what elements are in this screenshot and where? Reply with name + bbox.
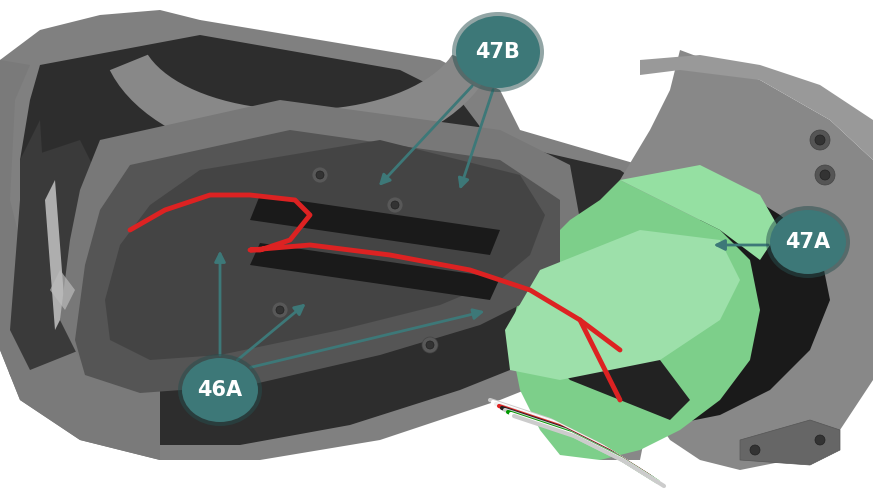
Polygon shape bbox=[0, 20, 720, 460]
Circle shape bbox=[276, 306, 284, 314]
Circle shape bbox=[422, 337, 438, 353]
Polygon shape bbox=[75, 130, 560, 393]
Circle shape bbox=[312, 167, 328, 183]
Polygon shape bbox=[630, 180, 830, 425]
Polygon shape bbox=[505, 230, 740, 380]
Polygon shape bbox=[0, 10, 220, 140]
Polygon shape bbox=[600, 50, 873, 470]
Polygon shape bbox=[10, 140, 100, 370]
Ellipse shape bbox=[178, 354, 262, 426]
Polygon shape bbox=[250, 243, 500, 300]
Circle shape bbox=[815, 165, 835, 185]
Text: 47B: 47B bbox=[476, 42, 520, 62]
Polygon shape bbox=[510, 180, 760, 460]
Circle shape bbox=[272, 302, 288, 318]
Text: 47A: 47A bbox=[786, 232, 830, 252]
Circle shape bbox=[815, 135, 825, 145]
Polygon shape bbox=[45, 180, 65, 330]
Polygon shape bbox=[740, 420, 840, 465]
Polygon shape bbox=[110, 55, 491, 160]
Text: 46A: 46A bbox=[197, 380, 243, 400]
Polygon shape bbox=[60, 100, 580, 380]
Polygon shape bbox=[0, 60, 160, 460]
Polygon shape bbox=[5, 35, 685, 445]
Ellipse shape bbox=[182, 358, 258, 422]
Circle shape bbox=[387, 197, 403, 213]
Polygon shape bbox=[640, 55, 873, 160]
Circle shape bbox=[391, 201, 399, 209]
Circle shape bbox=[316, 171, 324, 179]
Ellipse shape bbox=[766, 206, 850, 278]
Circle shape bbox=[820, 170, 830, 180]
Polygon shape bbox=[105, 140, 545, 360]
Polygon shape bbox=[20, 120, 50, 350]
Circle shape bbox=[810, 130, 830, 150]
Ellipse shape bbox=[456, 16, 540, 88]
Polygon shape bbox=[620, 165, 780, 260]
Circle shape bbox=[426, 341, 434, 349]
Ellipse shape bbox=[770, 210, 846, 274]
Polygon shape bbox=[250, 195, 500, 255]
Polygon shape bbox=[50, 270, 75, 310]
Polygon shape bbox=[540, 320, 690, 420]
Ellipse shape bbox=[452, 12, 544, 92]
Circle shape bbox=[815, 435, 825, 445]
Circle shape bbox=[750, 445, 760, 455]
